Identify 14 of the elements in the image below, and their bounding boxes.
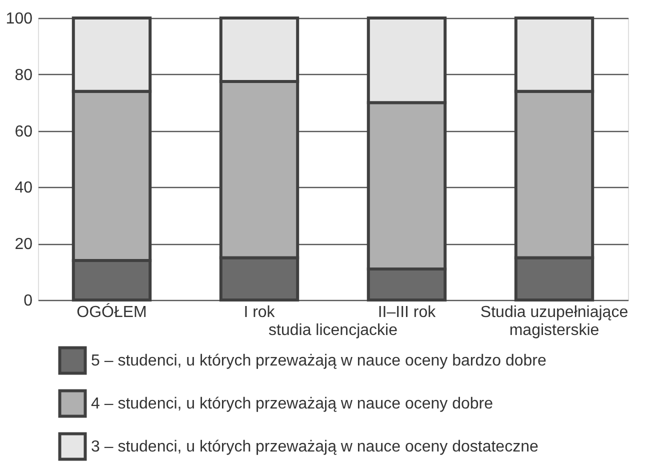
y-tick-label: 0 xyxy=(24,292,33,310)
x-tick-label: II–III rok xyxy=(378,304,437,321)
y-tick-label: 20 xyxy=(14,236,33,254)
y-tick-label: 60 xyxy=(14,123,33,140)
x-tick-label: Studia uzupełniające magisterskie xyxy=(480,304,628,339)
legend-label: 5 – studenci, u których przeważają w nauce oceny bardzo dobre xyxy=(91,352,546,370)
x-tick-label: I rok xyxy=(244,304,276,321)
y-tick-label: 80 xyxy=(14,66,33,84)
y-tick-label: 100 xyxy=(6,10,33,28)
text: studia licencjackie xyxy=(268,322,398,339)
y-tick-label: 40 xyxy=(14,180,33,197)
legend-label: 4 – studenci, u których przeważają w nauce oceny dobre xyxy=(91,396,494,412)
legend-label: 3 – studenci, u których przeważają w nauce oceny dostateczne xyxy=(91,438,538,456)
x-tick-label: OGÓŁEM xyxy=(76,303,147,321)
